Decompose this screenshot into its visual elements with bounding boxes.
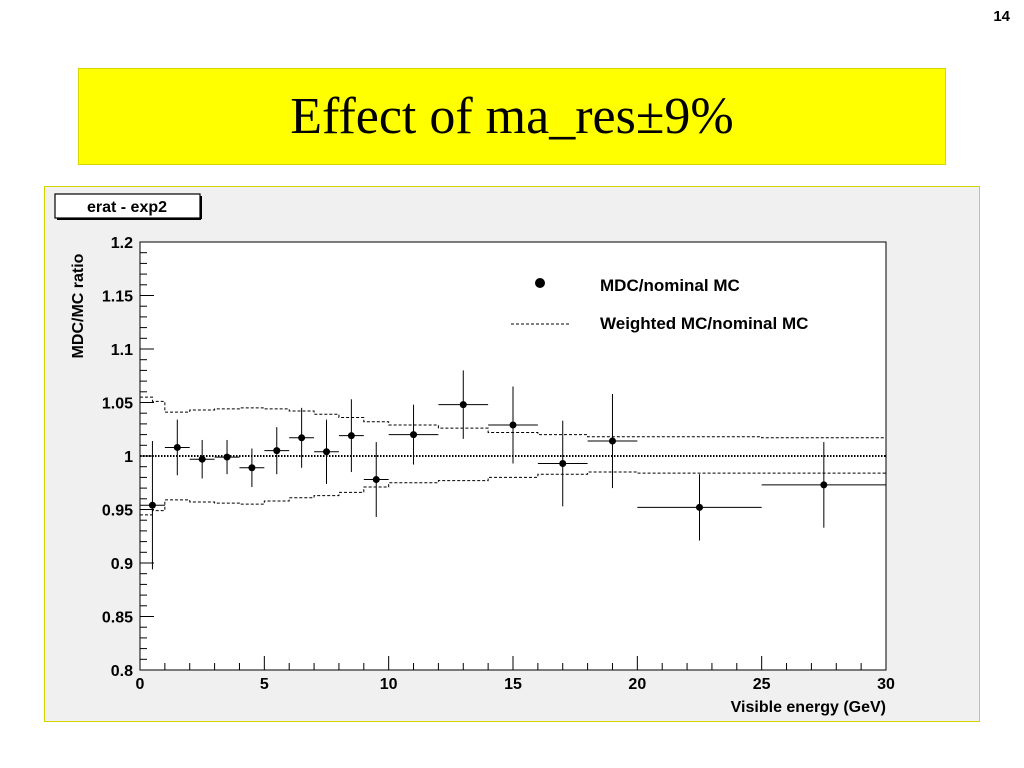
chart-svg: erat - exp2 0.8 0.85 0.9 0.95 1 1.05 1.1 1.15 1.… — [54, 193, 895, 716]
point-marker — [347, 432, 355, 440]
data-point — [338, 399, 364, 473]
data-point — [239, 448, 265, 488]
data-point — [314, 419, 339, 484]
x-axis-label: Visible energy (GeV) — [731, 699, 886, 716]
point-marker — [459, 401, 467, 409]
x-tick-label: 5 — [260, 676, 269, 693]
data-point — [264, 427, 290, 475]
x-tick-label: 15 — [504, 676, 522, 693]
stats-box-label: erat - exp2 — [87, 199, 167, 216]
weighted-band-upper — [140, 396, 886, 439]
y-tick-label: 1.2 — [111, 235, 133, 252]
y-tick-label: 1.15 — [102, 289, 133, 306]
x-tick-label: 10 — [380, 676, 398, 693]
y-tick-label: 1.1 — [111, 342, 133, 359]
point-marker — [173, 443, 181, 451]
page-number: 14 — [993, 8, 1010, 25]
weighted-band — [140, 396, 886, 516]
data-point — [388, 404, 439, 465]
y-tick-label: 1.05 — [102, 396, 133, 413]
legend: MDC/nominal MC Weighted MC/nominal MC — [511, 276, 808, 333]
data-point — [761, 442, 886, 528]
y-tick-label: 0.8 — [111, 663, 133, 680]
x-tick-label: 30 — [877, 676, 895, 693]
axis-ticks — [139, 241, 887, 671]
point-marker — [820, 481, 828, 489]
point-marker — [223, 453, 231, 461]
legend-label-weighted: Weighted MC/nominal MC — [600, 314, 808, 333]
data-point — [637, 474, 762, 541]
point-marker — [509, 421, 517, 429]
data-point — [587, 393, 638, 489]
point-marker — [323, 448, 330, 456]
data-point — [214, 439, 240, 475]
point-marker — [608, 437, 616, 445]
data-point — [164, 419, 190, 476]
slide-title-banner: Effect of ma_res±9% — [78, 68, 946, 165]
weighted-band-lower — [140, 471, 886, 516]
data-point — [189, 439, 215, 479]
data-point — [140, 441, 165, 570]
point-marker — [696, 503, 703, 511]
slide-title: Effect of ma_res±9% — [290, 88, 734, 145]
point-marker — [148, 501, 156, 509]
y-tick-label: 1 — [124, 449, 133, 466]
data-point — [363, 442, 389, 517]
point-marker — [410, 431, 418, 439]
legend-label-mdc: MDC/nominal MC — [600, 276, 740, 295]
point-marker — [559, 459, 567, 467]
tick-labels: 0.8 0.85 0.9 0.95 1 1.05 1.1 1.15 1.2 0 5 10 15 20 25 3… — [102, 235, 895, 693]
x-tick-label: 25 — [753, 676, 771, 693]
stats-box — [54, 193, 201, 219]
y-tick-label: 0.95 — [102, 503, 133, 520]
point-marker — [298, 434, 306, 442]
x-tick-label: 0 — [136, 676, 145, 693]
legend-marker-mdc — [535, 278, 545, 288]
y-tick-label: 0.9 — [111, 556, 133, 573]
y-axis-label: MDC/MC ratio — [70, 253, 87, 358]
data-points — [140, 370, 886, 570]
point-marker — [198, 455, 206, 463]
data-point — [289, 407, 315, 468]
x-tick-label: 20 — [628, 676, 646, 693]
data-point — [438, 370, 489, 439]
y-tick-label: 0.85 — [102, 610, 133, 627]
point-marker — [248, 464, 256, 472]
point-marker — [372, 476, 380, 484]
plot-frame: erat - exp2 0.8 0.85 0.9 0.95 1 1.05 1.1 1.15 1.… — [44, 186, 980, 722]
point-marker — [273, 447, 281, 455]
data-point — [488, 386, 538, 464]
data-point — [537, 420, 588, 507]
